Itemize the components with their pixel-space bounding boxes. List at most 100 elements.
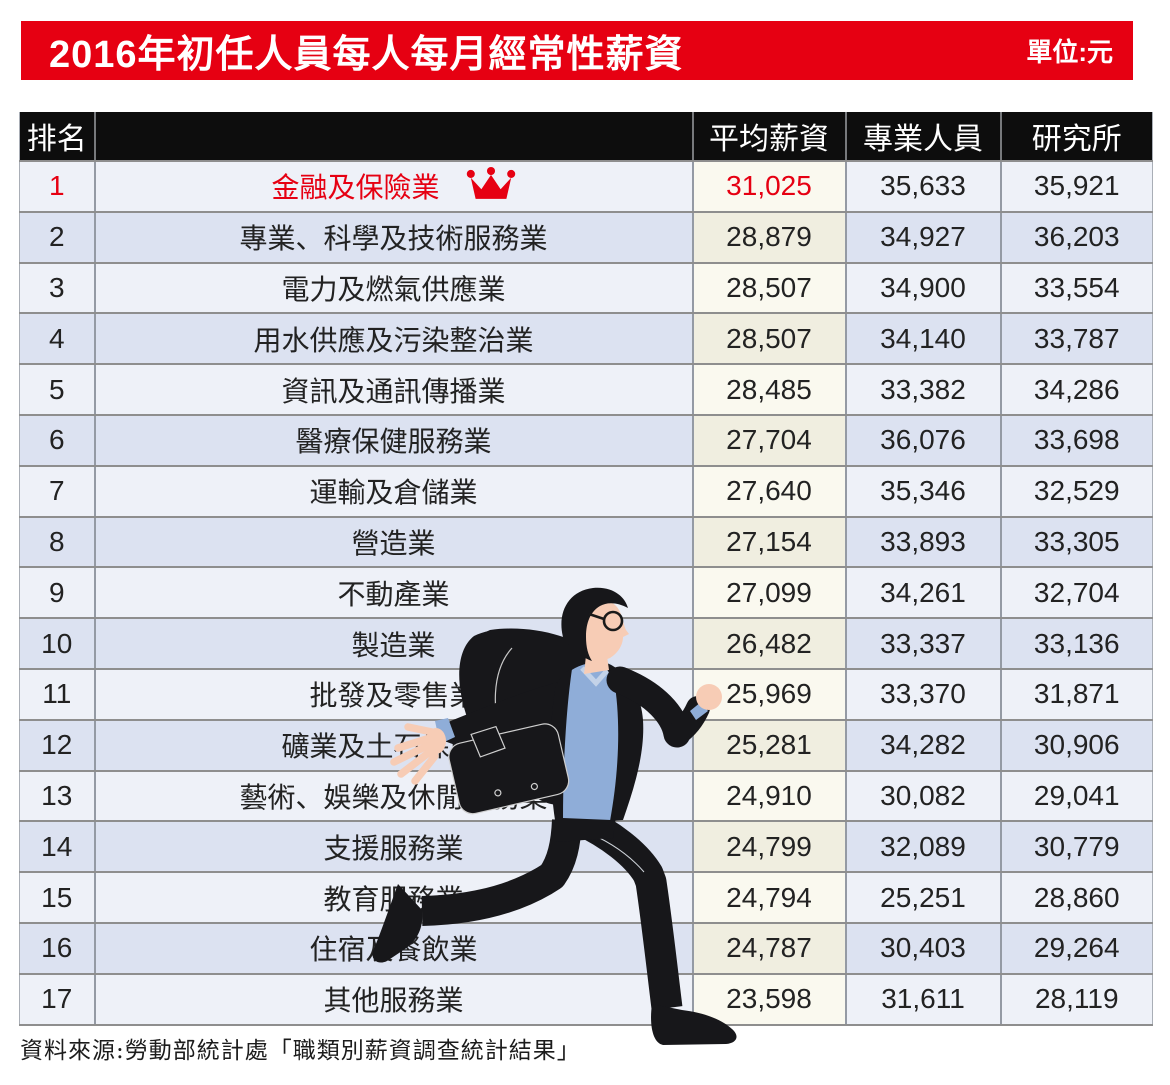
avg-salary-cell: 25,969 bbox=[691, 668, 846, 721]
professional-cell: 31,611 bbox=[844, 973, 1001, 1026]
table-row: 5 資訊及通訊傳播業 28,485 33,382 34,286 bbox=[19, 364, 1153, 416]
graduate-cell: 33,136 bbox=[999, 618, 1153, 670]
avg-salary-cell: 28,507 bbox=[691, 262, 846, 315]
industry-cell: 製造業 bbox=[93, 618, 693, 670]
industry-cell: 運輸及倉儲業 bbox=[93, 465, 693, 518]
source-note: 資料來源:勞動部統計處「職類別薪資調查統計結果」 bbox=[20, 1038, 581, 1064]
avg-salary-cell: 24,794 bbox=[691, 872, 846, 924]
rank-cell: 1 bbox=[19, 161, 95, 213]
industry-cell: 批發及零售業 bbox=[93, 668, 693, 721]
avg-salary-cell: 28,507 bbox=[691, 313, 846, 366]
rank-cell: 12 bbox=[19, 719, 95, 772]
table-row: 12 礦業及土石採取業 25,281 34,282 30,906 bbox=[19, 719, 1153, 772]
rank-cell: 7 bbox=[19, 465, 95, 518]
industry-cell: 專業、科學及技術服務業 bbox=[93, 211, 693, 264]
rank-cell: 2 bbox=[19, 211, 95, 264]
rank-cell: 14 bbox=[19, 821, 95, 874]
professional-cell: 34,927 bbox=[844, 211, 1001, 264]
professional-cell: 33,370 bbox=[844, 668, 1001, 721]
graduate-cell: 30,906 bbox=[999, 719, 1153, 772]
avg-salary-cell: 24,799 bbox=[691, 821, 846, 874]
table-row: 6 醫療保健服務業 27,704 36,076 33,698 bbox=[19, 414, 1153, 467]
professional-cell: 30,082 bbox=[844, 770, 1001, 823]
industry-cell: 營造業 bbox=[93, 516, 693, 569]
professional-cell: 35,346 bbox=[844, 465, 1001, 518]
professional-cell: 30,403 bbox=[844, 922, 1001, 975]
rank-cell: 9 bbox=[19, 567, 95, 620]
table-row: 1 金融及保險業 31,025 35,633 35,921 bbox=[19, 161, 1153, 213]
graduate-cell: 29,264 bbox=[999, 922, 1153, 975]
rank-cell: 11 bbox=[19, 668, 95, 721]
table-row: 4 用水供應及污染整治業 28,507 34,140 33,787 bbox=[19, 313, 1153, 366]
table-header-row: 排名 平均薪資 專業人員 研究所 bbox=[19, 112, 1153, 162]
table-row: 16 住宿及餐飲業 24,787 30,403 29,264 bbox=[19, 922, 1153, 975]
avg-salary-cell: 27,704 bbox=[691, 414, 846, 467]
table-row: 13 藝術、娛樂及休閒服務業 24,910 30,082 29,041 bbox=[19, 770, 1153, 823]
graduate-cell: 32,529 bbox=[999, 465, 1153, 518]
professional-cell: 35,633 bbox=[844, 161, 1001, 213]
professional-cell: 33,893 bbox=[844, 516, 1001, 569]
graduate-cell: 28,860 bbox=[999, 872, 1153, 924]
avg-salary-cell: 26,482 bbox=[691, 618, 846, 670]
professional-cell: 34,261 bbox=[844, 567, 1001, 620]
graduate-cell: 33,698 bbox=[999, 414, 1153, 467]
graduate-cell: 28,119 bbox=[999, 973, 1153, 1026]
industry-cell: 金融及保險業 bbox=[93, 161, 693, 213]
col-header-professional: 專業人員 bbox=[844, 112, 1001, 162]
rank-cell: 10 bbox=[19, 618, 95, 670]
industry-cell: 其他服務業 bbox=[93, 973, 693, 1026]
professional-cell: 25,251 bbox=[844, 872, 1001, 924]
professional-cell: 32,089 bbox=[844, 821, 1001, 874]
table-row: 7 運輸及倉儲業 27,640 35,346 32,529 bbox=[19, 465, 1153, 518]
table-row: 17 其他服務業 23,598 31,611 28,119 bbox=[19, 973, 1153, 1026]
avg-salary-cell: 24,787 bbox=[691, 922, 846, 975]
table-row: 11 批發及零售業 25,969 33,370 31,871 bbox=[19, 668, 1153, 721]
graduate-cell: 33,305 bbox=[999, 516, 1153, 569]
avg-salary-cell: 25,281 bbox=[691, 719, 846, 772]
salary-table: 排名 平均薪資 專業人員 研究所 1 金融及保險業 31,025 35,633 … bbox=[19, 112, 1153, 1026]
rank-cell: 13 bbox=[19, 770, 95, 823]
table-row: 8 營造業 27,154 33,893 33,305 bbox=[19, 516, 1153, 569]
col-header-industry bbox=[93, 112, 693, 162]
industry-cell: 藝術、娛樂及休閒服務業 bbox=[93, 770, 693, 823]
industry-cell: 礦業及土石採取業 bbox=[93, 719, 693, 772]
graduate-cell: 30,779 bbox=[999, 821, 1153, 874]
rank-cell: 6 bbox=[19, 414, 95, 467]
avg-salary-cell: 31,025 bbox=[691, 161, 846, 213]
col-header-graduate: 研究所 bbox=[999, 112, 1153, 162]
graduate-cell: 35,921 bbox=[999, 161, 1153, 213]
professional-cell: 33,382 bbox=[844, 364, 1001, 416]
unit-label: 單位:元 bbox=[1026, 37, 1113, 67]
avg-salary-cell: 24,910 bbox=[691, 770, 846, 823]
rank-cell: 17 bbox=[19, 973, 95, 1026]
rank-cell: 16 bbox=[19, 922, 95, 975]
col-header-rank: 排名 bbox=[19, 112, 95, 162]
rank-cell: 15 bbox=[19, 872, 95, 924]
graduate-cell: 31,871 bbox=[999, 668, 1153, 721]
rank-cell: 4 bbox=[19, 313, 95, 366]
professional-cell: 33,337 bbox=[844, 618, 1001, 670]
avg-salary-cell: 27,154 bbox=[691, 516, 846, 569]
crown-icon bbox=[466, 167, 515, 200]
industry-cell: 住宿及餐飲業 bbox=[93, 922, 693, 975]
rank-cell: 8 bbox=[19, 516, 95, 569]
industry-cell: 不動產業 bbox=[93, 567, 693, 620]
industry-cell: 用水供應及污染整治業 bbox=[93, 313, 693, 366]
table-row: 2 專業、科學及技術服務業 28,879 34,927 36,203 bbox=[19, 211, 1153, 264]
professional-cell: 34,282 bbox=[844, 719, 1001, 772]
avg-salary-cell: 23,598 bbox=[691, 973, 846, 1026]
avg-salary-cell: 27,640 bbox=[691, 465, 846, 518]
industry-cell: 醫療保健服務業 bbox=[93, 414, 693, 467]
graduate-cell: 29,041 bbox=[999, 770, 1153, 823]
industry-cell: 資訊及通訊傳播業 bbox=[93, 364, 693, 416]
col-header-average-salary: 平均薪資 bbox=[691, 112, 846, 162]
table-row: 9 不動產業 27,099 34,261 32,704 bbox=[19, 567, 1153, 620]
page-title: 2016年初任人員每人每月經常性薪資 bbox=[49, 34, 684, 76]
professional-cell: 34,140 bbox=[844, 313, 1001, 366]
table-row: 10 製造業 26,482 33,337 33,136 bbox=[19, 618, 1153, 670]
industry-cell: 教育服務業 bbox=[93, 872, 693, 924]
graduate-cell: 33,554 bbox=[999, 262, 1153, 315]
table-row: 3 電力及燃氣供應業 28,507 34,900 33,554 bbox=[19, 262, 1153, 315]
rank-cell: 5 bbox=[19, 364, 95, 416]
avg-salary-cell: 28,879 bbox=[691, 211, 846, 264]
